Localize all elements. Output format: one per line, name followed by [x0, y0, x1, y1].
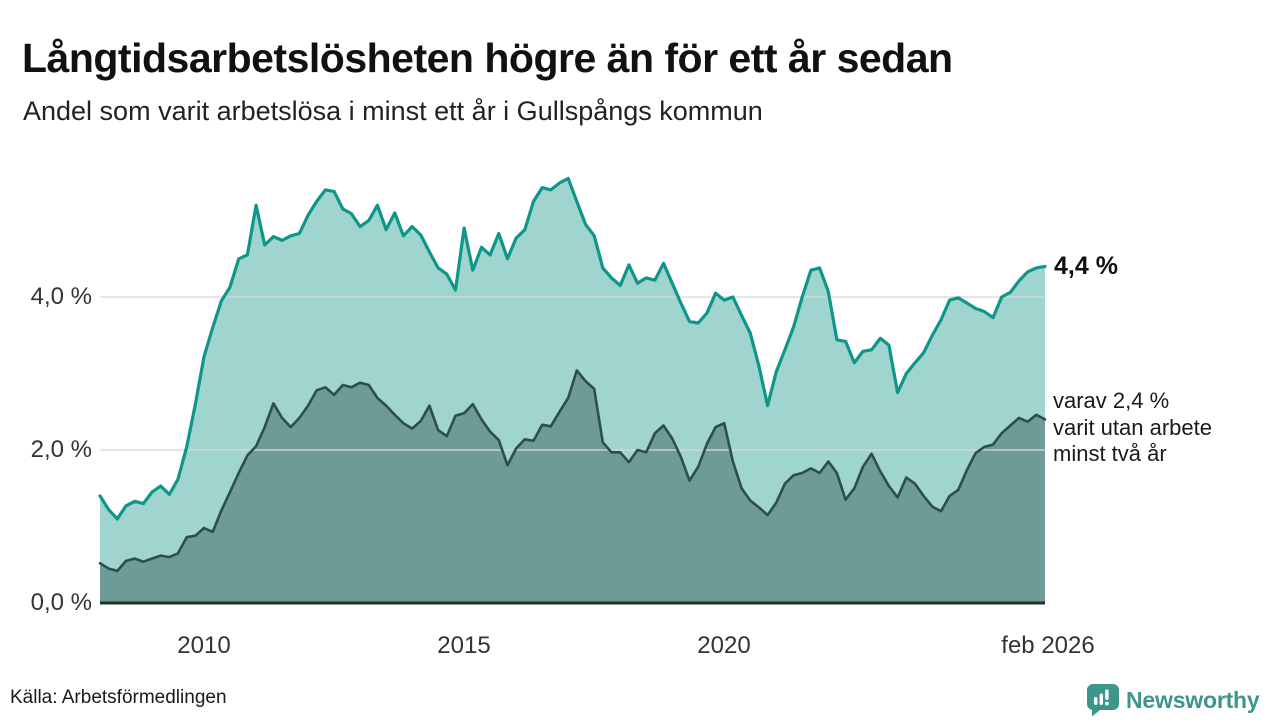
secondary-value-annotation: varav 2,4 % varit utan arbete minst två …: [1053, 388, 1212, 468]
y-axis-tick-label: 0,0 %: [30, 589, 92, 616]
x-axis-tick-label: 2010: [177, 632, 231, 659]
area-minst-tva-ar: [100, 370, 1045, 603]
annotation-line: minst två år: [1053, 441, 1167, 466]
line-minst-tva-ar: [98, 369, 1047, 573]
chart-title: Långtidsarbetslösheten högre än för ett …: [22, 35, 953, 82]
annotation-line: varit utan arbete: [1053, 414, 1212, 440]
x-axis-tick-label: 2020: [697, 632, 751, 659]
line-minst-ett-ar: [98, 176, 1047, 521]
newsworthy-wordmark: Newsworthy: [1126, 686, 1260, 713]
y-axis-tick-label: 2,0 %: [30, 436, 92, 463]
x-axis-tick-label: 2015: [437, 632, 491, 659]
newsworthy-logo: Newsworthy: [1086, 683, 1260, 717]
newsworthy-bubble-chart-icon: [1087, 684, 1119, 717]
latest-value-label: 4,4 %: [1054, 252, 1118, 280]
source-credit: Källa: Arbetsförmedlingen: [10, 687, 227, 708]
annotation-line: varav 2,4 %: [1053, 388, 1170, 413]
chart-subtitle: Andel som varit arbetslösa i minst ett å…: [23, 96, 763, 126]
x-axis-tick-label: feb 2026: [1001, 632, 1095, 659]
y-axis-tick-label: 4,0 %: [30, 283, 92, 310]
